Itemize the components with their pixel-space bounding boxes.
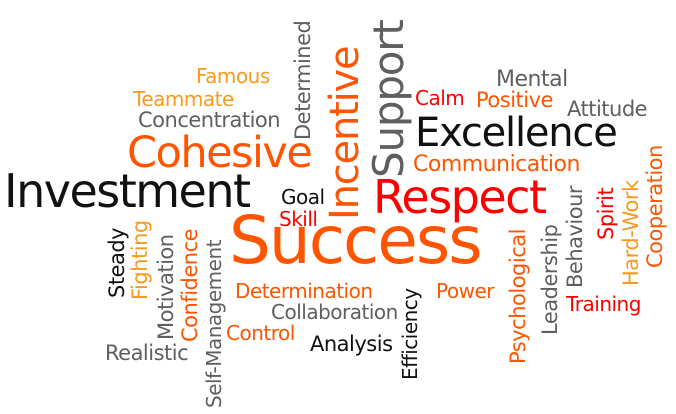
word-concentration: Concentration: [138, 108, 281, 132]
word-behaviour: Behaviour: [563, 185, 587, 288]
word-control: Control: [226, 321, 295, 345]
word-attitude: Attitude: [567, 97, 648, 121]
word-realistic: Realistic: [105, 341, 189, 365]
word-cooperation: Cooperation: [643, 145, 667, 268]
word-hard-work: Hard-Work: [619, 180, 643, 286]
word-excellence: Excellence: [415, 110, 618, 156]
word-self-management: Self-Management: [202, 240, 226, 408]
word-training: Training: [566, 292, 641, 316]
word-determination: Determination: [235, 279, 373, 303]
word-analysis: Analysis: [310, 332, 393, 356]
word-spirit: Spirit: [594, 187, 618, 240]
word-respect: Respect: [373, 170, 547, 224]
word-communication: Communication: [413, 152, 580, 177]
word-calm: Calm: [415, 86, 465, 110]
word-confidence: Confidence: [178, 228, 202, 342]
word-teammate: Teammate: [133, 87, 234, 111]
word-goal: Goal: [281, 185, 325, 209]
word-motivation: Motivation: [154, 234, 178, 340]
word-power: Power: [436, 279, 494, 303]
word-efficiency: Efficiency: [398, 288, 422, 380]
word-incentive: Incentive: [322, 46, 368, 220]
word-famous: Famous: [196, 64, 270, 88]
word-success: Success: [229, 202, 483, 279]
word-determined: Determined: [291, 20, 315, 140]
word-leadership: Leadership: [538, 224, 562, 335]
word-support: Support: [364, 20, 413, 178]
word-skill: Skill: [279, 207, 318, 231]
word-steady: Steady: [105, 227, 129, 298]
word-mental: Mental: [496, 67, 568, 92]
word-collaboration: Collaboration: [271, 300, 398, 324]
word-psychological: Psychological: [506, 229, 530, 364]
word-positive: Positive: [476, 88, 553, 112]
word-fighting: Fighting: [128, 220, 152, 300]
word-investment: Investment: [4, 164, 251, 218]
word-cohesive: Cohesive: [127, 128, 313, 178]
